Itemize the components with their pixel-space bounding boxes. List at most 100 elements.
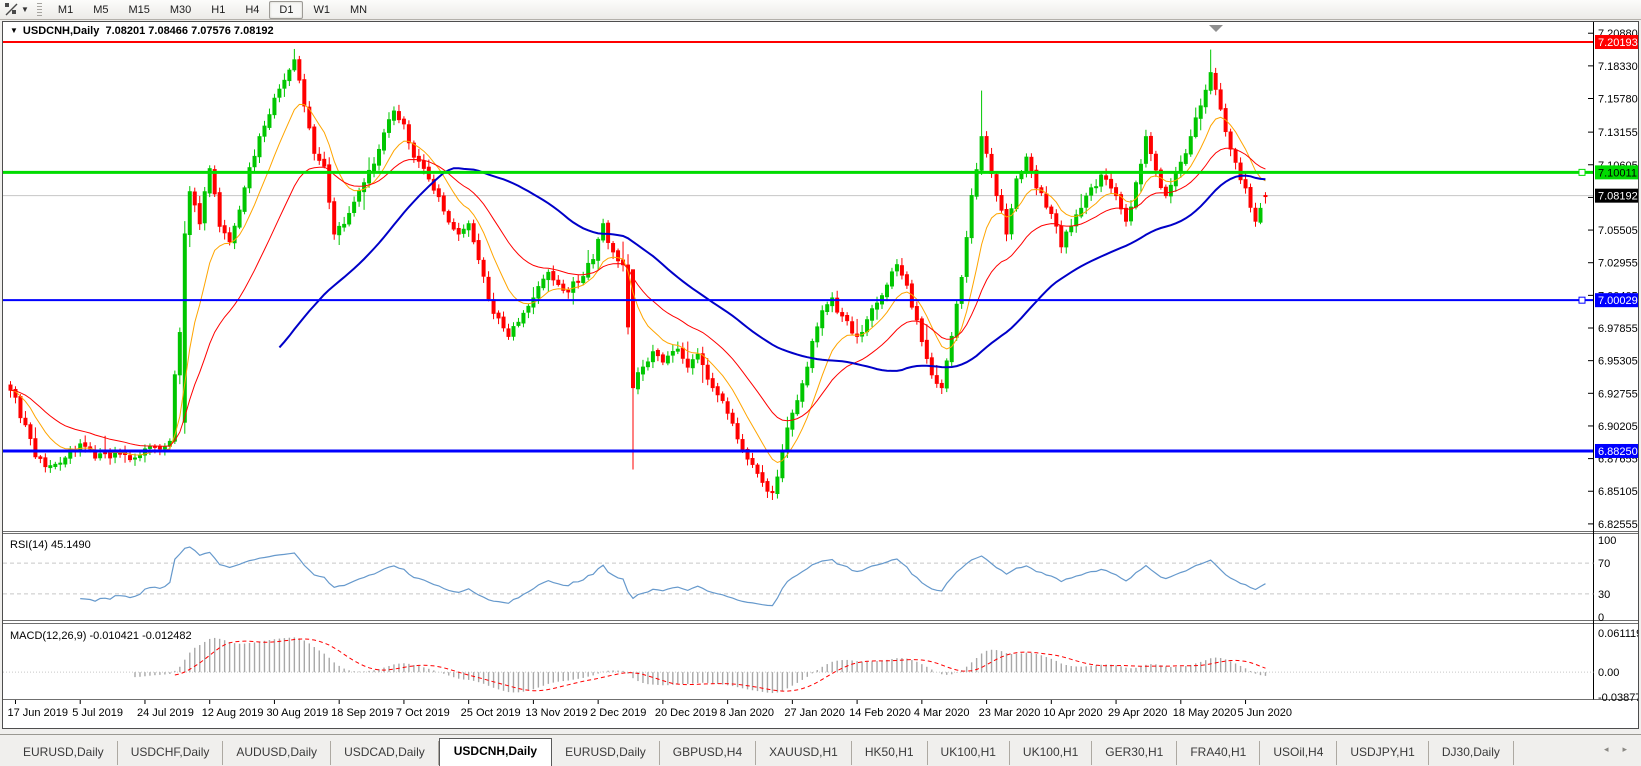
date-tick-label: 12 Aug 2019 bbox=[202, 707, 264, 719]
candle-body bbox=[994, 174, 999, 197]
toolbar-grip-handle[interactable] bbox=[36, 3, 42, 16]
candle-body bbox=[28, 424, 33, 439]
macd-scale-label: 0.00 bbox=[1598, 667, 1619, 679]
chart-shift-marker bbox=[1209, 25, 1223, 32]
chart-tab-hk50-h1[interactable]: HK50,H1 bbox=[852, 741, 928, 765]
price-badge bbox=[1595, 293, 1641, 308]
candle-body bbox=[690, 359, 695, 369]
candle-body bbox=[481, 259, 486, 277]
candle-body bbox=[1119, 194, 1124, 210]
candle-body bbox=[372, 163, 377, 172]
candle-body bbox=[1114, 187, 1119, 197]
candle-body bbox=[650, 351, 655, 363]
candle-body bbox=[342, 223, 347, 228]
candle-body bbox=[446, 211, 451, 223]
candle-body bbox=[850, 321, 855, 334]
price-tick-label: 6.92755 bbox=[1598, 388, 1638, 400]
tab-scroll-left-icon[interactable]: ◂ bbox=[1603, 744, 1609, 754]
chart-tab-usdjpy-h1[interactable]: USDJPY,H1 bbox=[1337, 741, 1429, 765]
candle-body bbox=[1263, 195, 1268, 198]
candle-body bbox=[596, 238, 601, 261]
chart-tab-uk100-h1[interactable]: UK100,H1 bbox=[928, 741, 1010, 765]
candle-body bbox=[635, 372, 640, 390]
candle-body bbox=[765, 481, 770, 492]
candle-body bbox=[1049, 206, 1054, 214]
chevron-down-icon[interactable]: ▼ bbox=[21, 4, 29, 14]
timeframe-button-h1[interactable]: H1 bbox=[211, 3, 226, 16]
chart-tab-eurusd-daily[interactable]: EURUSD,Daily bbox=[552, 741, 660, 765]
chart-tab-usoil-h4[interactable]: USOil,H4 bbox=[1260, 741, 1338, 765]
candle-body bbox=[362, 182, 367, 193]
trendline-tool-button[interactable]: ▼ bbox=[4, 2, 29, 17]
candle-body bbox=[377, 148, 382, 166]
candle-body bbox=[586, 262, 591, 278]
chart-canvas[interactable]: 7.208807.183307.157807.131557.106057.080… bbox=[3, 22, 1641, 728]
candle-body bbox=[1153, 153, 1158, 171]
price-tick-label: 7.13155 bbox=[1598, 127, 1638, 139]
timeframe-button-m1[interactable]: M1 bbox=[57, 3, 74, 16]
candle-body bbox=[665, 355, 670, 364]
candle-body bbox=[337, 225, 342, 236]
chart-tab-xauusd-h1[interactable]: XAUUSD,H1 bbox=[756, 741, 852, 765]
candle-body bbox=[456, 227, 461, 235]
date-tick-label: 5 Jun 2020 bbox=[1238, 707, 1292, 719]
candle-body bbox=[735, 423, 740, 440]
candle-body bbox=[670, 351, 675, 356]
chart-tab-audusd-daily[interactable]: AUDUSD,Daily bbox=[223, 741, 332, 765]
candle-body bbox=[1208, 72, 1213, 91]
candle-body bbox=[1069, 225, 1074, 233]
candle-body bbox=[914, 306, 919, 321]
candle-body bbox=[840, 312, 845, 317]
candle-body bbox=[187, 191, 192, 236]
candle-body bbox=[257, 136, 262, 158]
candle-body bbox=[1163, 186, 1168, 197]
chart-tab-uk100-h1[interactable]: UK100,H1 bbox=[1010, 741, 1093, 765]
candle-body bbox=[137, 455, 142, 459]
candle-body bbox=[616, 250, 621, 262]
date-tick-label: 18 May 2020 bbox=[1173, 707, 1237, 719]
timeframe-button-mn[interactable]: MN bbox=[349, 3, 368, 16]
timeframes-toolbar: ▼ M1 M5 M15 M30 H1 H4 D1 W1 MN bbox=[0, 0, 1641, 20]
chart-tab-usdchf-daily[interactable]: USDCHF,Daily bbox=[118, 741, 224, 765]
chart-title-collapse-icon[interactable]: ▼ bbox=[10, 26, 18, 35]
candle-body bbox=[1014, 178, 1019, 210]
timeframe-button-m5[interactable]: M5 bbox=[93, 3, 109, 16]
chart-tab-gbpusd-h4[interactable]: GBPUSD,H4 bbox=[660, 741, 757, 765]
candle-body bbox=[312, 126, 317, 154]
chart-tab-dj30-daily[interactable]: DJ30,Daily bbox=[1429, 741, 1514, 765]
candle-body bbox=[217, 192, 222, 227]
chart-tab-ger30-h1[interactable]: GER30,H1 bbox=[1092, 741, 1178, 765]
price-badge bbox=[1595, 35, 1641, 50]
candle-body bbox=[561, 283, 566, 291]
price-tick-label: 6.90205 bbox=[1598, 421, 1638, 433]
chart-tab-usdcnh-daily[interactable]: USDCNH,Daily bbox=[438, 738, 553, 766]
timeframe-button-h4[interactable]: H4 bbox=[245, 3, 260, 16]
candle-body bbox=[292, 59, 297, 71]
candle-body bbox=[83, 442, 88, 447]
candle-body bbox=[38, 456, 43, 459]
timeframe-button-w1[interactable]: W1 bbox=[313, 3, 330, 16]
candle-body bbox=[541, 278, 546, 289]
chart-tab-usdcad-daily[interactable]: USDCAD,Daily bbox=[331, 741, 439, 765]
candle-body bbox=[322, 158, 327, 167]
candle-body bbox=[501, 316, 506, 329]
timeframe-button-d1[interactable]: D1 bbox=[269, 0, 304, 19]
chart-tab-eurusd-daily[interactable]: EURUSD,Daily bbox=[10, 741, 118, 765]
price-tick-label: 7.02955 bbox=[1598, 258, 1638, 270]
candle-body bbox=[237, 209, 242, 228]
timeframe-button-m30[interactable]: M30 bbox=[169, 3, 192, 16]
chart-ohlc-values: 7.08201 7.08466 7.07576 7.08192 bbox=[105, 25, 274, 37]
tab-scroll-right-icon[interactable]: ▸ bbox=[1622, 744, 1627, 754]
candle-body bbox=[795, 400, 800, 415]
candle-body bbox=[1124, 207, 1129, 222]
candle-body bbox=[750, 458, 755, 465]
chart-tab-fra40-h1[interactable]: FRA40,H1 bbox=[1177, 741, 1261, 765]
candle-body bbox=[964, 237, 969, 277]
timeframe-button-m15[interactable]: M15 bbox=[128, 3, 150, 16]
candle-body bbox=[720, 393, 725, 402]
candle-body bbox=[571, 281, 576, 293]
candle-body bbox=[18, 396, 23, 419]
candle-body bbox=[655, 349, 660, 357]
candle-body bbox=[471, 223, 476, 243]
candle-body bbox=[421, 160, 426, 169]
